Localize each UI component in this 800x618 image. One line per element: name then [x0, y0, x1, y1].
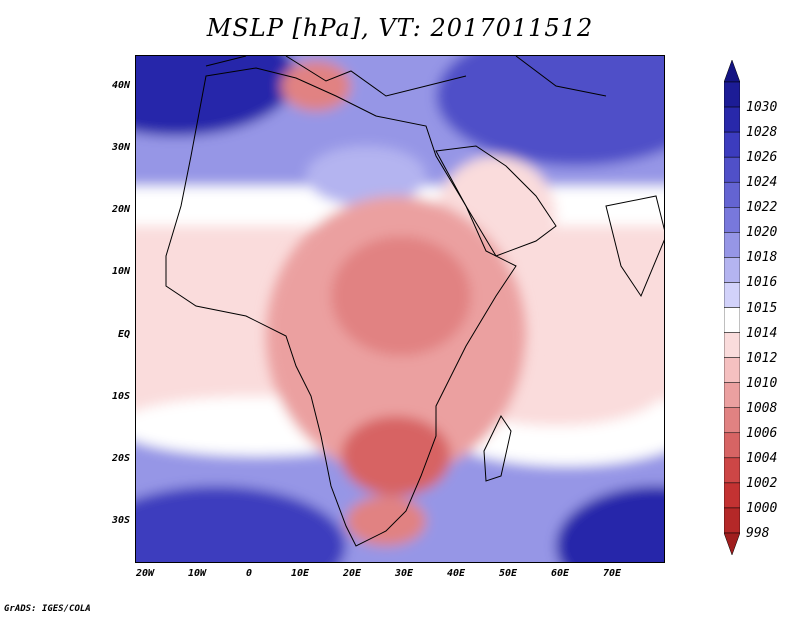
lon-label: 0 [245, 568, 253, 579]
lon-label: 70E [602, 568, 622, 579]
field-southern-africa-low [341, 416, 451, 496]
africa-outline [165, 67, 517, 547]
madagascar-outline [483, 414, 512, 482]
lon-label: 10E [290, 568, 310, 579]
colorbar-label: 1008 [746, 400, 778, 416]
colorbar-label: 1020 [746, 225, 778, 241]
colorbar-swatch [724, 457, 740, 484]
colorbar-label: 1000 [746, 500, 778, 516]
map-title: MSLP [hPa], VT: 2017011512 [206, 14, 594, 42]
lon-label: 20W [135, 568, 155, 579]
colorbar-swatch [724, 156, 740, 183]
colorbar-label: 1016 [746, 275, 778, 291]
lon-label: 20E [342, 568, 362, 579]
coastlines [165, 56, 664, 547]
india-outline [605, 195, 664, 298]
colorbar-swatch [724, 357, 740, 383]
field-east-africa-low [331, 236, 471, 356]
colorbar-swatch [724, 332, 740, 358]
colorbar-swatch [724, 307, 740, 333]
colorbar-label: 1026 [746, 150, 778, 166]
colorbar-swatch [724, 232, 740, 258]
colorbar-swatch [724, 181, 740, 208]
colorbar-label: 1012 [746, 350, 778, 366]
lat-label: EQ [117, 329, 130, 340]
colorbar-swatch [724, 106, 740, 133]
arabia-outline [435, 145, 557, 257]
colorbar-swatch [724, 81, 740, 108]
colorbar-label: 1030 [746, 100, 778, 116]
colorbar-label: 1018 [746, 250, 778, 266]
lon-label: 60E [550, 568, 570, 579]
lon-label: 10W [187, 568, 207, 579]
colorbar-label: 1004 [746, 450, 778, 466]
field-sahara [306, 146, 426, 206]
colorbar-label: 1014 [746, 325, 778, 341]
colorbar-swatch [724, 507, 740, 534]
colorbar-swatch [724, 382, 740, 408]
lat-label: 20N [111, 204, 130, 215]
field-med-low [281, 61, 351, 111]
colorbar-swatch [724, 282, 740, 308]
colorbar-label: 1002 [746, 475, 778, 491]
colorbar-label: 1015 [746, 300, 778, 316]
europe-outline [205, 56, 607, 97]
pressure-field [136, 56, 664, 562]
colorbar-bottom-arrow [724, 532, 740, 555]
colorbar-swatch [724, 207, 740, 233]
colorbar-label: 1028 [746, 125, 778, 141]
colorbar-label: 1010 [746, 375, 778, 391]
lat-label: 40N [111, 80, 130, 91]
colorbar-swatch [724, 257, 740, 283]
colorbar-label: 998 [746, 526, 770, 541]
lat-label: 30S [111, 515, 130, 526]
lat-label: 30N [111, 142, 130, 153]
lat-label: 10N [111, 266, 130, 277]
colorbar-label: 1022 [746, 200, 778, 216]
pressure-map [135, 55, 665, 563]
field-north-atlantic-high [136, 56, 296, 136]
field-asia-high [436, 56, 664, 166]
colorbar-swatch [724, 407, 740, 434]
colorbar-label: 1024 [746, 175, 778, 191]
colorbar [724, 60, 740, 555]
colorbar-top-arrow [724, 60, 740, 83]
lat-label: 10S [111, 391, 130, 402]
colorbar-swatch [724, 131, 740, 158]
field-se-high [556, 486, 664, 562]
lon-label: 50E [498, 568, 518, 579]
colorbar-label: 1006 [746, 425, 778, 441]
field-sw-high [136, 486, 346, 562]
lat-label: 20S [111, 453, 130, 464]
lon-label: 30E [394, 568, 414, 579]
credit-text: GrADS: IGES/COLA [4, 604, 91, 614]
colorbar-swatch [724, 482, 740, 509]
field-cape-low [346, 496, 426, 546]
colorbar-swatch [724, 432, 740, 459]
lon-label: 40E [446, 568, 466, 579]
